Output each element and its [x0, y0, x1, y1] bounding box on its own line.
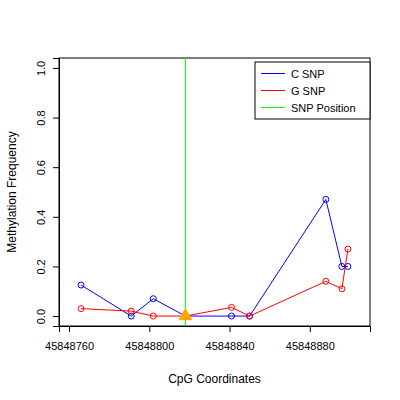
x-tick-label: 45848880	[286, 340, 335, 352]
x-tick: 45848760	[45, 326, 94, 352]
y-tick-mark	[53, 118, 59, 119]
y-tick: 0.2	[35, 259, 59, 274]
plot-frame	[59, 58, 370, 326]
legend-box	[255, 62, 370, 119]
series-point	[339, 286, 345, 292]
y-tick: 0.4	[35, 210, 59, 225]
legend-label: G SNP	[291, 85, 325, 97]
y-tick: 1.0	[35, 61, 59, 76]
x-tick-label: 45848800	[125, 340, 174, 352]
series-point	[150, 313, 156, 319]
y-tick-label: 0.4	[35, 210, 47, 225]
legend-swatch	[261, 90, 285, 91]
series-point	[78, 306, 84, 312]
y-tick-label: 0.0	[35, 309, 47, 324]
series-point	[323, 278, 329, 284]
series-point	[247, 313, 253, 319]
series-point	[323, 196, 329, 202]
y-tick: 0.8	[35, 110, 59, 125]
legend-swatch	[261, 107, 285, 108]
y-tick-mark	[53, 68, 59, 69]
series-line	[81, 249, 348, 316]
x-tick-mark	[310, 326, 311, 332]
x-tick: 45848840	[206, 326, 255, 352]
x-tick-mark	[230, 326, 231, 332]
legend: C SNP G SNP SNP Position	[255, 62, 370, 119]
y-tick-mark	[53, 266, 59, 267]
chart: 458487604584880045848840458488800.00.20.…	[0, 0, 400, 400]
legend-swatch	[261, 73, 285, 74]
x-tick-label: 45848760	[45, 340, 94, 352]
x-axis-title: CpG Coordinates	[168, 372, 261, 386]
y-tick-label: 1.0	[35, 61, 47, 76]
x-axis-line	[60, 327, 371, 333]
series-point	[339, 263, 345, 269]
y-tick-label: 0.2	[35, 259, 47, 274]
y-tick-mark	[53, 167, 59, 168]
snp-line	[185, 58, 186, 326]
snp-marker	[179, 309, 192, 320]
series-point	[128, 308, 134, 314]
x-axis: 45848760 45848800 45848840 45848880	[45, 326, 370, 352]
series-point	[150, 296, 156, 302]
x-tick: 45848880	[286, 326, 335, 352]
legend-label: C SNP	[291, 68, 325, 80]
series-point	[229, 304, 235, 310]
y-tick-mark	[53, 316, 59, 317]
x-tick: 45848800	[125, 326, 174, 352]
y-tick: 0.6	[35, 160, 59, 175]
y-tick-label: 0.8	[35, 110, 47, 125]
y-tick-label: 0.6	[35, 160, 47, 175]
y-axis-title: Methylation Frequency	[5, 131, 19, 252]
x-tick-mark	[69, 326, 70, 332]
series-point	[78, 282, 84, 288]
legend-label: SNP Position	[291, 102, 356, 114]
series-point	[229, 313, 235, 319]
y-axis-line	[53, 59, 60, 327]
y-tick: 0.0	[35, 309, 59, 324]
y-tick-mark	[53, 217, 59, 218]
series-line	[81, 199, 348, 316]
series-point	[345, 246, 351, 252]
y-axis: 0.0 0.2 0.4 0.6 0.8 1.0	[35, 59, 60, 327]
x-tick-mark	[149, 326, 150, 332]
x-tick-label: 45848840	[206, 340, 255, 352]
